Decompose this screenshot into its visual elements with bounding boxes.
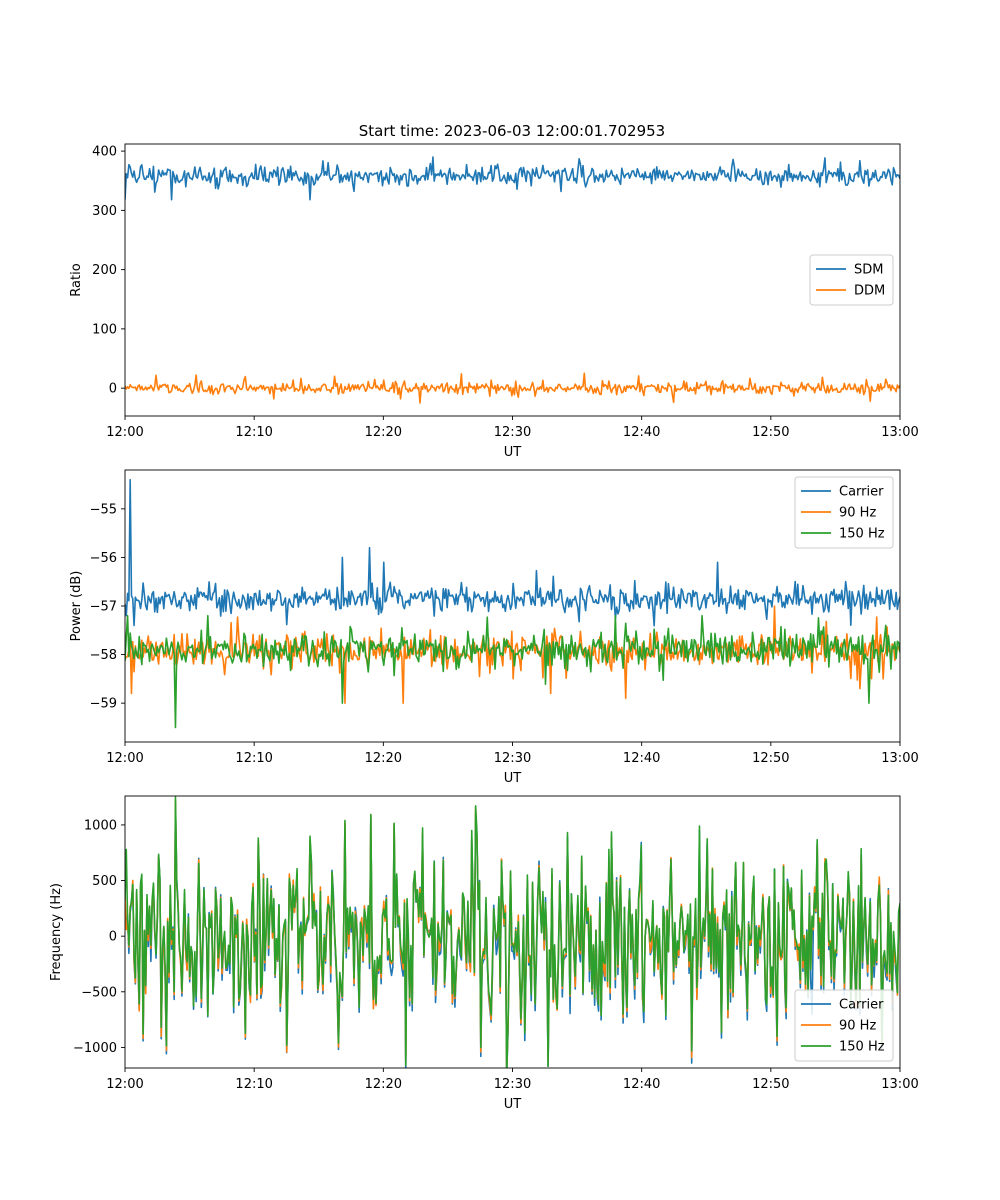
series-line-150-hz [125, 614, 900, 729]
y-tick-label: 0 [109, 930, 117, 945]
x-tick-label: 12:30 [494, 1077, 531, 1092]
series-line-carrier [125, 478, 900, 627]
legend: Carrier 90 Hz 150 Hz [794, 476, 894, 549]
figure-title: Start time: 2023-06-03 12:00:01.702953 [359, 122, 665, 140]
x-axis-label: UT [504, 445, 522, 460]
series-line-sdm [125, 156, 900, 201]
x-tick-label: 12:00 [106, 751, 143, 766]
y-tick-label: −500 [81, 985, 117, 1000]
series-group [125, 796, 900, 1068]
legend: Carrier 90 Hz 150 Hz [794, 989, 894, 1062]
legend-box [794, 476, 894, 549]
y-tick-label: −56 [90, 551, 117, 566]
y-tick-label: −59 [90, 697, 117, 712]
x-tick-label: 12:10 [235, 1077, 272, 1092]
x-tick-label: 12:10 [235, 751, 272, 766]
legend: SDM DDM [809, 254, 894, 306]
series-group [125, 156, 900, 404]
legend-label: Carrier [839, 998, 884, 1013]
y-tick-label: 1000 [84, 818, 117, 833]
legend-label: DDM [854, 284, 885, 299]
x-tick-label: 13:00 [881, 751, 918, 766]
y-tick-label: 300 [92, 204, 117, 219]
y-tick-label: 500 [92, 874, 117, 889]
legend-label: 90 Hz [839, 506, 876, 521]
x-tick-label: 12:00 [106, 425, 143, 440]
y-tick-label: −1000 [73, 1041, 117, 1056]
x-tick-label: 12:30 [494, 425, 531, 440]
x-tick-label: 12:40 [623, 425, 660, 440]
legend-label: Carrier [839, 485, 884, 500]
y-tick-label: 200 [92, 263, 117, 278]
legend-label: SDM [854, 263, 883, 278]
x-tick-label: 12:50 [752, 751, 789, 766]
legend-label: 150 Hz [839, 527, 885, 542]
y-tick-label: 0 [109, 382, 117, 397]
x-axis-label: UT [504, 1097, 522, 1112]
x-tick-label: 12:00 [106, 1077, 143, 1092]
y-axis-label: Power (dB) [69, 571, 84, 642]
x-tick-label: 12:20 [365, 751, 402, 766]
legend-label: 150 Hz [839, 1040, 885, 1055]
y-tick-label: −57 [90, 600, 117, 615]
x-tick-label: 12:40 [623, 751, 660, 766]
x-axis-label: UT [504, 771, 522, 786]
x-tick-label: 12:20 [365, 425, 402, 440]
series-line-ddm [125, 372, 900, 404]
x-tick-label: 12:30 [494, 751, 531, 766]
y-axis-label: Frequency (Hz) [49, 883, 64, 981]
y-axis-label: Ratio [69, 263, 84, 296]
y-tick-label: 100 [92, 322, 117, 337]
x-tick-label: 12:50 [752, 1077, 789, 1092]
chart-panel-3: 12:00 12:10 12:20 12:30 12:40 12:50 13:00 UT −10… [49, 795, 919, 1112]
x-tick-label: 13:00 [881, 425, 918, 440]
y-tick-label: 400 [92, 145, 117, 160]
legend-box [809, 254, 894, 306]
chart-panel-2: 12:00 12:10 12:20 12:30 12:40 12:50 13:00 UT −59… [69, 469, 919, 786]
panels: 12:00 12:10 12:20 12:30 12:40 12:50 13:00 UT 0 10… [49, 143, 919, 1112]
x-tick-label: 12:40 [623, 1077, 660, 1092]
chart-panel-1: 12:00 12:10 12:20 12:30 12:40 12:50 13:00 UT 0 10… [69, 143, 919, 460]
y-tick-label: −58 [90, 648, 117, 663]
x-tick-label: 13:00 [881, 1077, 918, 1092]
series-line-90-hz [125, 605, 900, 704]
series-line-150-hz [125, 796, 900, 1068]
x-tick-label: 12:20 [365, 1077, 402, 1092]
series-group [125, 478, 900, 729]
legend-label: 90 Hz [839, 1019, 876, 1034]
y-tick-label: −55 [90, 502, 117, 517]
x-tick-label: 12:10 [235, 425, 272, 440]
x-tick-label: 12:50 [752, 425, 789, 440]
legend-box [794, 989, 894, 1062]
